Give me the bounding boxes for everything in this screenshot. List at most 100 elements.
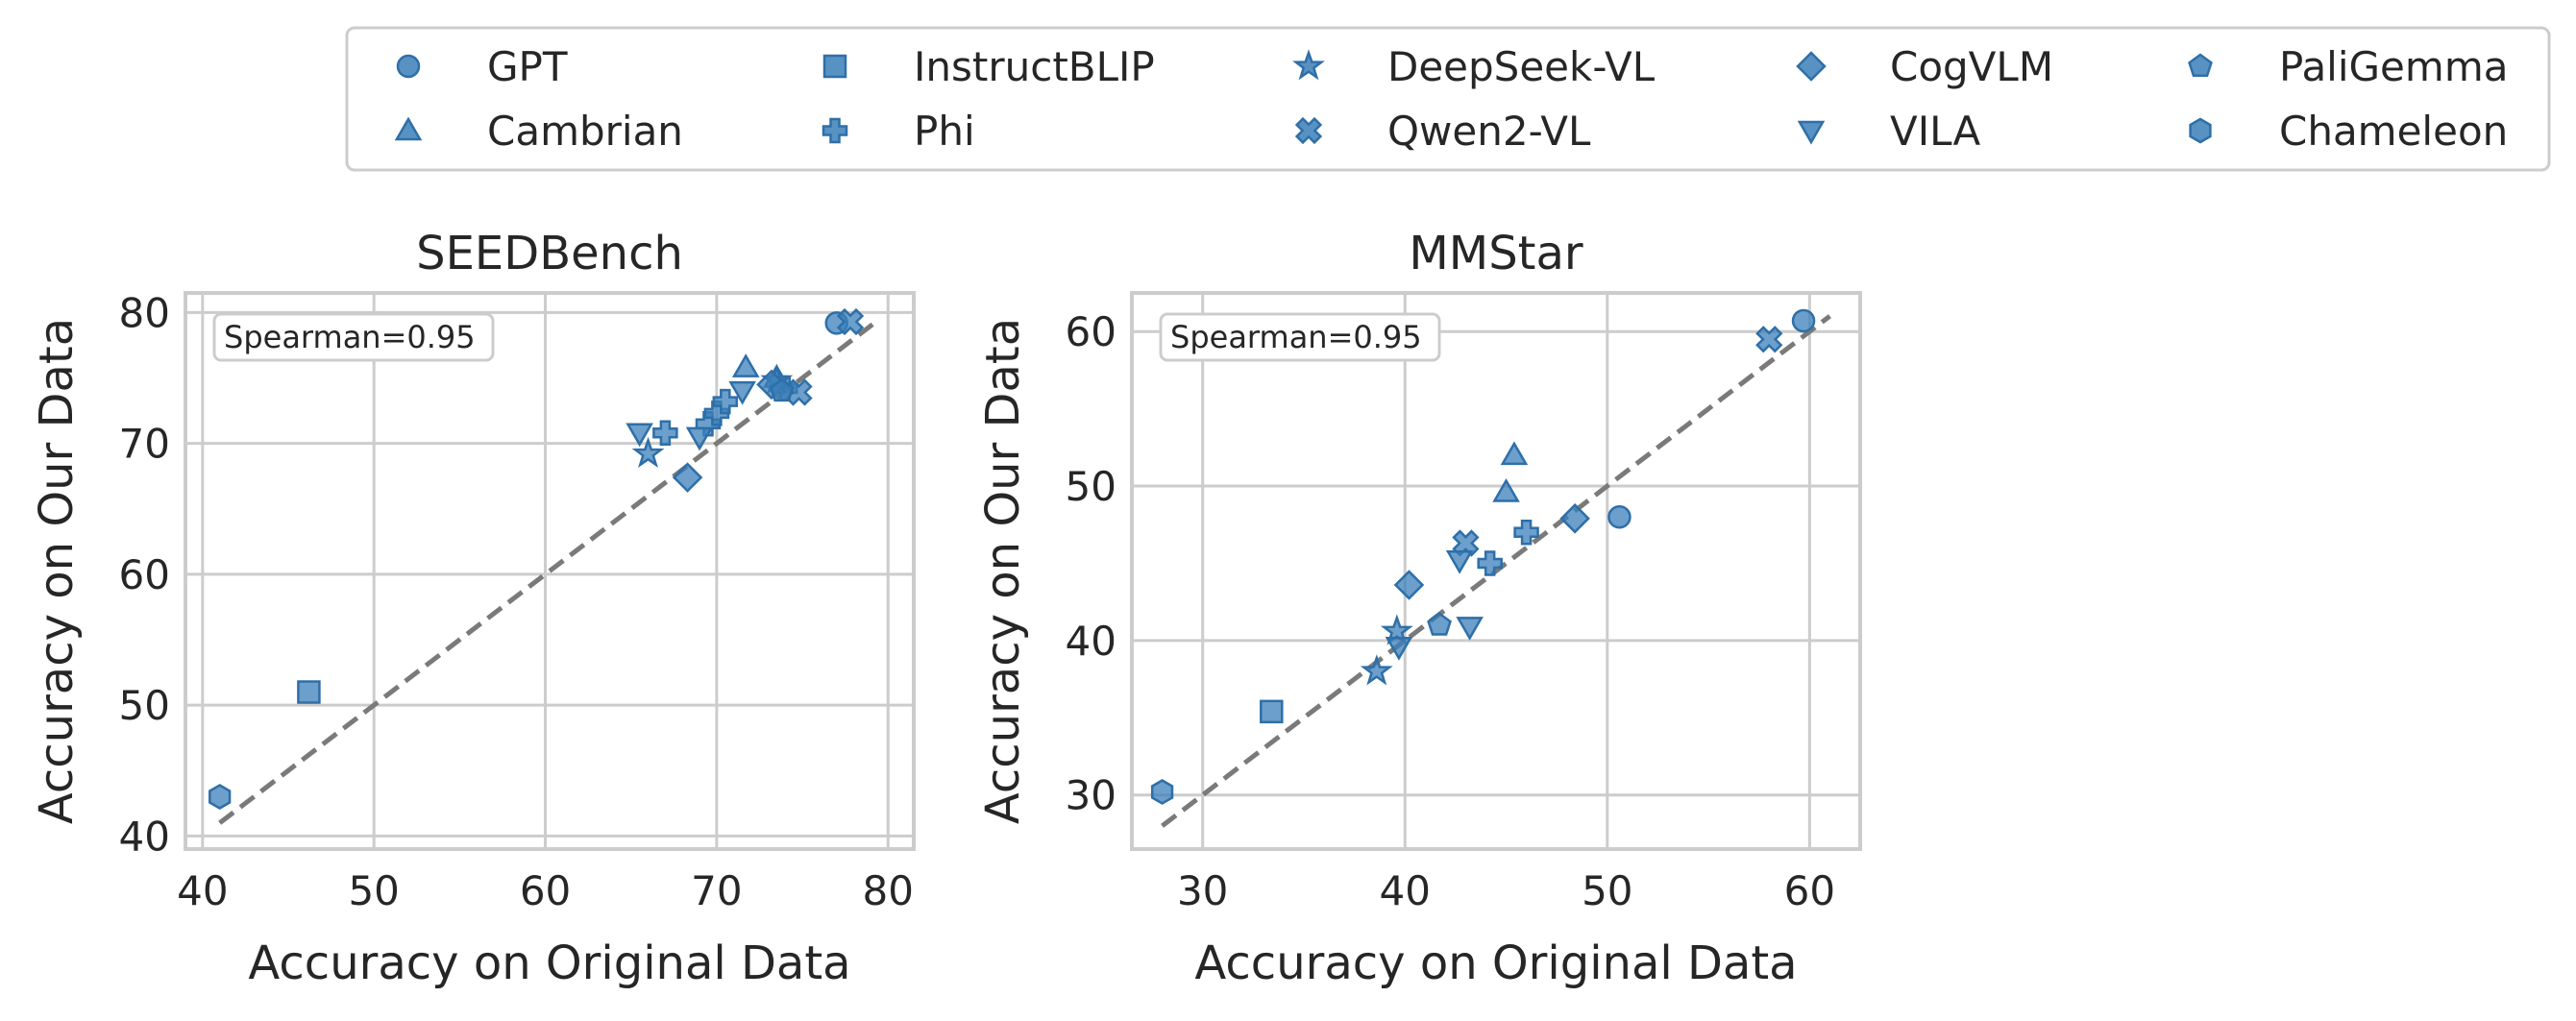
point-gpt: [1791, 308, 1816, 333]
legend-entry-cogvlm: CogVLM: [1796, 43, 2053, 90]
point-cambrian: [1500, 441, 1529, 466]
point-vila: [1385, 637, 1413, 661]
legend-entry-phi: Phi: [822, 108, 975, 155]
annotation-text: Spearman=0.95: [224, 319, 476, 355]
x-tick-label: 50: [348, 867, 399, 914]
legend-entry-paligemma: PaliGemma: [2188, 43, 2508, 90]
x-tick-label: 40: [1380, 867, 1431, 914]
point-qwen2-vl: [1755, 326, 1783, 353]
point-deepseek-vl: [1380, 614, 1413, 645]
spearman-annotation: Spearman=0.95: [212, 312, 495, 362]
point-vila: [1456, 617, 1484, 641]
legend-entry-vila: VILA: [1797, 108, 1980, 155]
legend-entry-chameleon: Chameleon: [2189, 108, 2508, 155]
point-qwen2-vl: [836, 307, 865, 336]
point-phi: [712, 388, 739, 415]
point-cogvlm: [1393, 570, 1425, 600]
legend-marker-deepseek-vl: [1292, 49, 1325, 81]
point-cogvlm: [1559, 503, 1590, 534]
x-axis-label: Accuracy on Original Data: [1194, 936, 1797, 990]
identity-line: [1161, 314, 1831, 828]
legend-entry-cambrian: Cambrian: [394, 108, 683, 155]
point-cogvlm: [672, 462, 703, 493]
legend-marker-vila: [1797, 120, 1826, 145]
point-phi: [652, 420, 678, 447]
point-instructblip: [297, 680, 321, 704]
y-tick-label: 40: [1066, 618, 1116, 665]
legend-marker-qwen2-vl: [1294, 116, 1323, 145]
point-vila: [728, 380, 756, 405]
x-tick-label: 70: [691, 867, 742, 914]
x-tick-label: 80: [863, 867, 914, 914]
legend-marker-cambrian: [394, 116, 423, 141]
legend-marker-chameleon: [2189, 117, 2212, 144]
legend-entry-instructblip: InstructBLIP: [822, 43, 1155, 90]
x-axis-label: Accuracy on Original Data: [248, 936, 850, 990]
point-paligemma: [1427, 612, 1452, 636]
legend-marker-cogvlm: [1796, 51, 1827, 82]
point-vila: [1445, 549, 1474, 574]
y-axis-label: Accuracy on Our Data: [30, 318, 84, 824]
plot-frame: [184, 291, 916, 851]
point-instructblip: [1260, 699, 1284, 724]
legend-label-cogvlm: CogVLM: [1890, 43, 2053, 90]
annotation-box: [212, 312, 495, 362]
point-deepseek-vl: [631, 436, 665, 468]
legend-label-phi: Phi: [914, 108, 975, 155]
x-tick-label: 50: [1582, 867, 1632, 914]
point-gpt: [1607, 504, 1631, 529]
plot-frame: [1130, 291, 1862, 851]
annotation-text: Spearman=0.95: [1170, 319, 1422, 355]
legend-marker-phi: [822, 117, 848, 144]
legend-label-cambrian: Cambrian: [487, 108, 683, 155]
legend-marker-paligemma: [2188, 53, 2213, 77]
identity-line: [218, 317, 881, 825]
x-tick-label: 40: [177, 867, 228, 914]
data-points: [1150, 308, 1816, 805]
y-tick-label: 70: [119, 421, 170, 468]
point-cambrian: [1492, 477, 1520, 502]
legend-label-vila: VILA: [1890, 108, 1980, 155]
y-tick-label: 60: [1066, 308, 1116, 355]
legend-label-chameleon: Chameleon: [2279, 108, 2508, 155]
panel-mmstar: 30 40 50 60 30 40 50 60 Spearman=0.95 MMStar Accur…: [976, 227, 1862, 990]
y-tick-label: 60: [119, 551, 170, 598]
legend-marker-instructblip: [822, 54, 847, 79]
x-tick-label: 60: [520, 867, 571, 914]
legend-label-gpt: GPT: [487, 43, 568, 90]
legend-frame: [345, 26, 2551, 172]
legend-marker-gpt: [396, 54, 421, 79]
point-vila: [626, 423, 653, 448]
annotation-box: [1159, 312, 1441, 362]
point-paligemma: [769, 377, 795, 402]
y-tick-label: 40: [119, 813, 170, 860]
y-tick-label: 50: [1066, 463, 1116, 510]
panel-title: SEEDBench: [416, 227, 683, 280]
y-tick-label: 30: [1066, 772, 1116, 819]
legend-label-deepseek-vl: DeepSeek-VL: [1387, 43, 1656, 90]
spearman-annotation: Spearman=0.95: [1159, 312, 1441, 362]
y-tick-label: 80: [119, 289, 170, 336]
panel-title: MMStar: [1409, 227, 1583, 280]
legend-label-paligemma: PaliGemma: [2279, 43, 2508, 90]
y-axis-label: Accuracy on Our Data: [976, 318, 1030, 824]
x-tick-label: 60: [1784, 867, 1835, 914]
point-chameleon: [209, 784, 232, 810]
data-points: [209, 307, 865, 810]
legend-label-instructblip: InstructBLIP: [914, 43, 1155, 90]
legend-entry-gpt: GPT: [396, 43, 568, 90]
point-chameleon: [1150, 779, 1174, 805]
x-tick-label: 30: [1177, 867, 1228, 914]
legend-label-qwen2-vl: Qwen2-VL: [1387, 108, 1591, 155]
point-phi: [1477, 550, 1503, 576]
legend-entry-qwen2-vl: Qwen2-VL: [1294, 108, 1591, 155]
point-vila: [685, 426, 714, 451]
legend: GPT Cambrian InstructBLIP Phi DeepSeek-VL Qwe…: [345, 26, 2551, 172]
point-phi: [1513, 520, 1539, 546]
y-tick-label: 50: [119, 682, 170, 729]
point-deepseek-vl: [1360, 654, 1393, 686]
point-cambrian: [731, 353, 760, 377]
panel-seedbench: 40 50 60 70 80 40 50 60 70 80 Spearman=0.95 SEEDBen…: [30, 227, 916, 990]
legend-entry-deepseek-vl: DeepSeek-VL: [1292, 43, 1656, 90]
